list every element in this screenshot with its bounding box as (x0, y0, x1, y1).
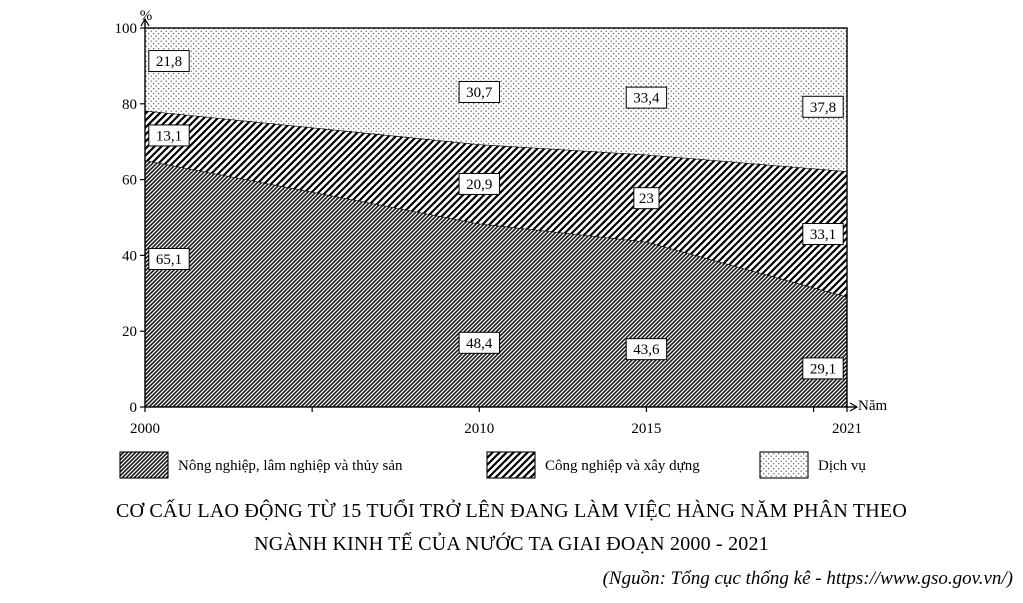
plot-frame (144, 27, 848, 408)
data-label-box (458, 331, 500, 354)
data-label-text: 29,1 (810, 361, 836, 377)
x-tick-label: 2010 (464, 421, 494, 437)
data-label-box (633, 187, 660, 210)
data-label-series-3: 21,8 (148, 50, 190, 73)
data-label-box (148, 50, 190, 73)
chart-title-line-1: CƠ CẤU LAO ĐỘNG TỪ 15 TUỔI TRỞ LÊN ĐANG … (116, 500, 907, 522)
data-label-series-1: 65,1 (148, 247, 190, 270)
data-label-box (625, 86, 668, 109)
data-label-text: 37,8 (810, 100, 836, 116)
data-label-box (148, 124, 190, 147)
legend-swatch (486, 451, 536, 479)
data-label-series-2: 33,1 (802, 222, 844, 245)
data-label-box (148, 247, 190, 270)
x-axis-arrow-icon (849, 402, 859, 412)
data-label-series-1: 43,6 (625, 338, 668, 361)
area-series-1 (145, 160, 847, 407)
data-label-text: 65,1 (156, 252, 182, 268)
chart-source: (Nguồn: Tổng cục thống kê - https://www.… (602, 568, 1013, 589)
y-tick-label: 40 (122, 248, 137, 264)
legend-swatch (759, 451, 809, 479)
x-axis-unit: Năm (858, 398, 887, 414)
data-label-box (802, 222, 844, 245)
data-label-box (802, 357, 844, 380)
x-tick-label: 2015 (631, 421, 661, 437)
y-tick-label: 20 (122, 324, 137, 340)
data-label-text: 43,6 (633, 342, 660, 358)
x-tick-label: 2000 (130, 421, 160, 437)
data-label-series-2: 23 (633, 187, 660, 210)
y-tick-label: 0 (130, 400, 138, 416)
data-label-box (625, 338, 668, 361)
data-label-box (458, 80, 500, 103)
legend: Nông nghiệp, lâm nghiệp và thủy sản Công … (119, 451, 866, 479)
data-label-text: 20,9 (466, 177, 492, 193)
data-label-text: 33,1 (810, 227, 836, 243)
y-tick-label: 100 (115, 21, 138, 37)
data-label-box (802, 95, 844, 118)
data-label-text: 23 (639, 191, 654, 207)
data-label-text: 21,8 (156, 54, 182, 70)
data-label-text: 48,4 (466, 336, 493, 352)
legend-swatch (119, 451, 169, 479)
chart-title-line-2: NGÀNH KINH TẾ CỦA NƯỚC TA GIAI ĐOẠN 2000… (254, 533, 769, 555)
data-label-series-2: 20,9 (458, 172, 500, 195)
data-label-box (458, 172, 500, 195)
data-label-text: 30,7 (466, 85, 493, 101)
data-label-series-1: 48,4 (458, 331, 500, 354)
data-label-series-3: 33,4 (625, 86, 668, 109)
data-label-text: 13,1 (156, 128, 182, 144)
data-label-series-3: 37,8 (802, 95, 844, 118)
y-tick-label: 60 (122, 173, 137, 189)
y-tick-label: 80 (122, 97, 137, 113)
data-label-series-1: 29,1 (802, 357, 844, 380)
legend-label: Nông nghiệp, lâm nghiệp và thủy sản (178, 458, 403, 474)
x-tick-label: 2021 (832, 421, 862, 437)
data-label-text: 33,4 (633, 91, 660, 107)
y-axis-arrow-icon (140, 17, 150, 27)
data-label-series-2: 13,1 (148, 124, 190, 147)
legend-label: Dịch vụ (818, 458, 866, 474)
y-axis-unit: % (140, 8, 153, 24)
legend-label: Công nghiệp và xây dựng (545, 458, 700, 474)
data-label-series-3: 30,7 (458, 80, 500, 103)
